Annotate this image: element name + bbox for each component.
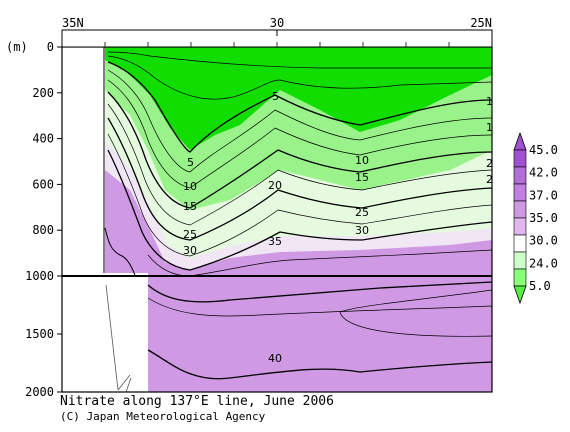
y-tick-label: 2000	[25, 385, 54, 399]
y-axis: 0 200 400 600 800 1000 1500 2000	[25, 40, 62, 399]
contour-labels: 5 5 1 1 2 2 10 10 15 15 20 25 25 30 30 3…	[183, 90, 493, 365]
contour-line	[107, 69, 492, 173]
y-tick-label: 0	[47, 40, 54, 54]
y-tick-label: 600	[32, 177, 54, 191]
contour-label: 2	[486, 157, 493, 170]
contour-line	[147, 349, 492, 380]
contour-label: 20	[268, 179, 282, 192]
colorbar-label: 24.0	[529, 256, 558, 270]
contour-label: 35	[268, 235, 282, 248]
plot-area: 5 5 1 1 2 2 10 10 15 15 20 25 25 30 30 3…	[62, 47, 493, 392]
contour-line	[107, 79, 492, 189]
contour-label: 30	[355, 224, 369, 237]
colorbar-label: 35.0	[529, 211, 558, 225]
colorbar-segment	[513, 268, 527, 287]
colorbar: 45.0 42.0 37.0 35.0 30.0 24.0 5.0	[513, 131, 558, 305]
y-tick-label: 400	[32, 132, 54, 146]
contour-line	[104, 227, 136, 276]
contour-line	[107, 133, 492, 257]
x-tick-label: 25N	[470, 16, 492, 30]
chart-title: Nitrate along 137°E line, June 2006	[60, 394, 334, 409]
seamount-outline	[105, 284, 132, 392]
colorbar-label: 5.0	[529, 279, 551, 293]
y-unit-label: (m)	[6, 40, 28, 54]
y-tick-label: 200	[32, 86, 54, 100]
contour-line	[147, 249, 492, 277]
contour-line	[107, 149, 492, 271]
colorbar-segment	[513, 166, 527, 185]
x-tick-label: 30	[270, 16, 284, 30]
green-surface-layer	[105, 47, 492, 150]
x-axis: 35N 30 25N	[61, 16, 493, 47]
contour-line	[107, 103, 492, 226]
colorbar-segment	[513, 131, 527, 151]
colorbar-segment	[513, 251, 527, 270]
colorbar-segment	[513, 217, 527, 236]
contour-lines	[62, 51, 492, 380]
contour-line	[147, 297, 492, 317]
colorbar-label: 45.0	[529, 143, 558, 157]
contour-line	[107, 117, 492, 241]
colorbar-segment	[513, 234, 527, 253]
topography-left	[62, 47, 148, 392]
y-tick-label: 1000	[25, 269, 54, 283]
colorbar-label: 37.0	[529, 188, 558, 202]
y-tick-label: 1500	[25, 327, 54, 341]
contour-label: 15	[183, 200, 197, 213]
colorbar-label: 30.0	[529, 234, 558, 248]
contour-label: 1	[486, 95, 493, 108]
contour-label: 25	[183, 228, 197, 241]
contour-label: 15	[355, 171, 369, 184]
contour-line	[339, 289, 492, 337]
contour-label: 10	[183, 180, 197, 193]
colorbar-label: 42.0	[529, 166, 558, 180]
chart-credit: (C) Japan Meteorological Agency	[60, 410, 266, 423]
contour-line	[107, 91, 492, 209]
y-tick-label: 800	[32, 223, 54, 237]
colorbar-segment	[513, 200, 527, 219]
contour-label: 30	[183, 244, 197, 257]
contour-line	[107, 61, 492, 153]
contour-label: 1	[486, 121, 493, 134]
colorbar-segment	[513, 285, 527, 305]
contour-line	[107, 55, 492, 100]
colorbar-segment	[513, 149, 527, 168]
colorbar-segment	[513, 183, 527, 202]
contour-label: 5	[187, 156, 194, 169]
contour-line	[107, 51, 492, 69]
contour-line	[147, 281, 492, 303]
contour-label: 5	[272, 90, 279, 103]
contour-label: 25	[355, 206, 369, 219]
contour-label: 10	[355, 154, 369, 167]
contour-label: 2	[486, 173, 493, 186]
contour-label: 40	[268, 352, 282, 365]
x-tick-label: 35N	[62, 16, 84, 30]
